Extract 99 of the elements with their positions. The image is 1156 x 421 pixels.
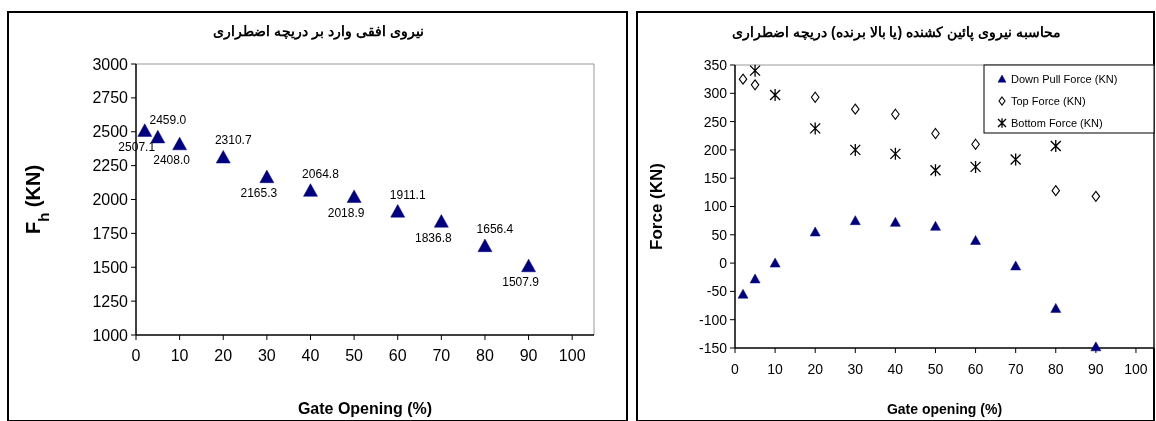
y-tick-label: 1250 bbox=[92, 292, 129, 310]
point bbox=[1050, 303, 1062, 313]
point bbox=[390, 204, 405, 218]
point bbox=[434, 214, 449, 228]
y-tick-label: -150 bbox=[698, 339, 728, 356]
legend-label: Top Force (KN) bbox=[1011, 95, 1086, 107]
point bbox=[810, 91, 820, 103]
x-axis-title: Gate opening (%) bbox=[886, 401, 1003, 417]
point bbox=[346, 189, 362, 203]
x-tick-label: 100 bbox=[1124, 361, 1148, 377]
x-tick-label: 10 bbox=[170, 347, 189, 364]
x-axis-title: Gate Opening (%) bbox=[297, 400, 433, 417]
x-tick-label: 70 bbox=[1007, 361, 1024, 377]
x-tick-label: 20 bbox=[807, 361, 824, 377]
x-tick-label: 20 bbox=[214, 347, 233, 364]
x-tick-label: 10 bbox=[767, 361, 784, 377]
y-tick-label: -50 bbox=[706, 283, 728, 300]
point bbox=[1051, 185, 1061, 197]
point bbox=[1090, 341, 1102, 352]
y-tick-label: 2750 bbox=[92, 89, 129, 107]
point bbox=[1010, 152, 1022, 167]
legend-label: Down Pull Force (KN) bbox=[1011, 73, 1118, 85]
data-label: 1836.8 bbox=[414, 230, 453, 245]
point bbox=[137, 123, 152, 137]
y-tick-label: 350 bbox=[703, 56, 728, 73]
y-tick-label: 2000 bbox=[92, 191, 129, 209]
x-tick-label: 60 bbox=[967, 361, 984, 377]
data-label: 2165.3 bbox=[240, 186, 278, 201]
point bbox=[930, 221, 941, 231]
data-label: 1507.9 bbox=[502, 275, 540, 290]
data-label: 2408.0 bbox=[153, 153, 191, 168]
point bbox=[850, 215, 861, 225]
y-tick-label: 2500 bbox=[92, 123, 129, 141]
chart-title: محاسبه نیروی پائین کشنده (یا بالا برنده) دریچه اضطراری bbox=[732, 24, 1061, 41]
x-tick-label: 90 bbox=[1088, 361, 1104, 377]
x-tick-label: 40 bbox=[887, 361, 904, 377]
point bbox=[929, 163, 942, 177]
x-tick-label: 90 bbox=[519, 347, 538, 364]
x-tick-label: 50 bbox=[345, 347, 364, 364]
point bbox=[969, 160, 982, 174]
point bbox=[809, 226, 821, 237]
y-tick-label: 200 bbox=[703, 141, 728, 158]
x-tick-label: 60 bbox=[388, 347, 407, 364]
point bbox=[477, 238, 493, 252]
point bbox=[769, 88, 781, 102]
point bbox=[1010, 260, 1021, 271]
point bbox=[850, 103, 860, 115]
y-tick-label: 150 bbox=[703, 170, 728, 187]
x-tick-label: 100 bbox=[558, 347, 586, 364]
x-tick-label: 0 bbox=[731, 361, 740, 377]
y-tick-label: 2250 bbox=[92, 157, 129, 175]
point bbox=[890, 217, 901, 227]
point bbox=[737, 288, 749, 299]
y-tick-label: 250 bbox=[703, 113, 728, 130]
point bbox=[150, 130, 166, 144]
point bbox=[172, 136, 187, 151]
chart-title: نیروی افقی وارد بر دریچه اضطراری bbox=[213, 23, 424, 40]
y-tick-label: 3000 bbox=[92, 55, 129, 73]
x-tick-label: 80 bbox=[1047, 361, 1064, 377]
y-tick-label: 50 bbox=[711, 226, 728, 243]
point bbox=[970, 235, 981, 245]
x-tick-label: 40 bbox=[301, 347, 320, 364]
x-tick-label: 0 bbox=[131, 347, 141, 364]
data-label: 1656.4 bbox=[476, 222, 514, 237]
point bbox=[738, 73, 748, 85]
point bbox=[749, 64, 761, 78]
point bbox=[750, 79, 760, 91]
data-label: 2018.9 bbox=[327, 205, 365, 220]
point bbox=[749, 273, 761, 284]
point bbox=[849, 143, 861, 157]
y-tick-label: 1000 bbox=[92, 326, 129, 344]
y-axis-title: Force (KN) bbox=[647, 163, 666, 250]
x-tick-label: 30 bbox=[257, 347, 276, 364]
y-tick-label: 0 bbox=[719, 255, 728, 271]
x-tick-label: 80 bbox=[476, 347, 494, 364]
point bbox=[971, 138, 980, 150]
point bbox=[769, 257, 781, 268]
legend-label: Bottom Force (KN) bbox=[1011, 117, 1103, 129]
point bbox=[889, 147, 902, 161]
y-tick-label: -100 bbox=[698, 311, 728, 328]
y-tick-label: 100 bbox=[703, 198, 728, 215]
y-tick-label: 300 bbox=[703, 85, 728, 102]
point bbox=[259, 169, 275, 183]
x-tick-label: 30 bbox=[847, 361, 864, 377]
point bbox=[215, 150, 231, 164]
point bbox=[1050, 139, 1062, 153]
data-label: 2064.8 bbox=[302, 166, 340, 181]
point bbox=[1091, 190, 1101, 202]
point bbox=[809, 121, 821, 136]
y-tick-label: 1500 bbox=[92, 258, 129, 276]
point bbox=[891, 108, 900, 120]
x-tick-label: 50 bbox=[927, 361, 944, 377]
x-tick-label: 70 bbox=[432, 347, 451, 364]
point bbox=[521, 258, 536, 273]
data-label: 2310.7 bbox=[214, 133, 252, 148]
data-label: 2459.0 bbox=[149, 113, 187, 128]
y-tick-label: 1750 bbox=[92, 224, 129, 242]
data-label: 1911.1 bbox=[389, 187, 426, 202]
point bbox=[303, 183, 318, 197]
